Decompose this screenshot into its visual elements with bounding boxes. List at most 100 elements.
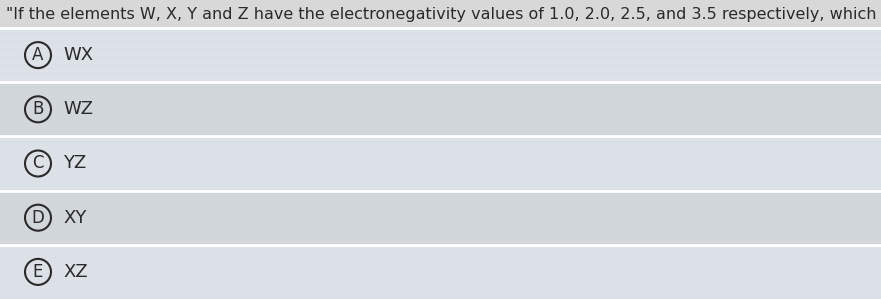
Bar: [0, 82, 881, 136]
Bar: [0, 277, 881, 279]
Bar: [0, 199, 881, 201]
Bar: [0, 122, 881, 124]
Bar: [0, 40, 881, 42]
Bar: [0, 173, 881, 175]
Bar: [0, 243, 881, 245]
Bar: [0, 36, 881, 38]
Bar: [0, 269, 881, 271]
Bar: [0, 295, 881, 299]
Bar: [0, 7, 881, 11]
Bar: [0, 94, 881, 96]
Bar: [0, 271, 881, 275]
Bar: [0, 76, 881, 78]
Bar: [0, 281, 881, 283]
Bar: [0, 251, 881, 255]
Bar: [0, 263, 881, 267]
Bar: [0, 273, 881, 275]
Bar: [0, 219, 881, 221]
Bar: [0, 167, 881, 171]
Bar: [0, 211, 881, 215]
Bar: [0, 239, 881, 243]
Bar: [0, 195, 881, 197]
Bar: [0, 191, 881, 195]
Bar: [0, 72, 881, 74]
Bar: [0, 106, 881, 109]
Bar: [0, 190, 881, 245]
Bar: [0, 39, 881, 43]
Bar: [0, 48, 881, 50]
Bar: [0, 15, 881, 19]
Bar: [0, 0, 881, 3]
Bar: [0, 43, 881, 47]
Text: WZ: WZ: [63, 100, 93, 118]
Bar: [0, 135, 881, 139]
Bar: [0, 91, 881, 95]
Bar: [0, 155, 881, 159]
Bar: [0, 231, 881, 233]
Bar: [0, 285, 881, 287]
Bar: [0, 211, 881, 213]
Bar: [0, 275, 881, 279]
Bar: [0, 79, 881, 83]
Text: XZ: XZ: [63, 263, 87, 281]
Bar: [0, 297, 881, 299]
Bar: [0, 35, 881, 39]
Bar: [0, 235, 881, 239]
Bar: [0, 126, 881, 128]
Bar: [0, 32, 881, 34]
Bar: [0, 189, 881, 190]
Bar: [0, 207, 881, 209]
Bar: [0, 136, 881, 190]
Bar: [0, 151, 881, 155]
Bar: [0, 227, 881, 229]
Bar: [0, 199, 881, 203]
Bar: [0, 231, 881, 235]
Bar: [0, 127, 881, 131]
Bar: [0, 75, 881, 79]
Bar: [0, 68, 881, 70]
Bar: [0, 243, 881, 247]
Bar: [0, 31, 881, 35]
Bar: [0, 11, 881, 15]
Text: A: A: [33, 46, 44, 64]
Bar: [0, 219, 881, 223]
Text: C: C: [33, 155, 44, 173]
Bar: [0, 255, 881, 259]
Bar: [0, 293, 881, 295]
Bar: [0, 0, 881, 28]
Bar: [0, 215, 881, 217]
Bar: [0, 99, 881, 103]
Bar: [0, 141, 881, 143]
Bar: [0, 134, 881, 136]
Bar: [0, 19, 881, 23]
Bar: [0, 283, 881, 287]
Bar: [0, 291, 881, 295]
Bar: [0, 253, 881, 255]
Bar: [0, 183, 881, 187]
Bar: [0, 102, 881, 104]
Bar: [0, 147, 881, 151]
Bar: [0, 83, 881, 87]
Bar: [0, 265, 881, 267]
Bar: [0, 177, 881, 179]
Bar: [0, 55, 881, 59]
Bar: [0, 195, 881, 199]
Bar: [0, 64, 881, 66]
Bar: [0, 145, 881, 147]
Bar: [0, 123, 881, 127]
Bar: [0, 261, 881, 263]
Bar: [0, 187, 881, 191]
Bar: [0, 119, 881, 123]
Bar: [0, 181, 881, 183]
Bar: [0, 157, 881, 158]
Bar: [0, 215, 881, 219]
Bar: [0, 171, 881, 175]
Bar: [0, 184, 881, 187]
Bar: [0, 267, 881, 271]
Bar: [0, 67, 881, 71]
Bar: [0, 71, 881, 75]
Bar: [0, 203, 881, 207]
Bar: [0, 235, 881, 237]
Bar: [0, 110, 881, 112]
Text: YZ: YZ: [63, 155, 86, 173]
